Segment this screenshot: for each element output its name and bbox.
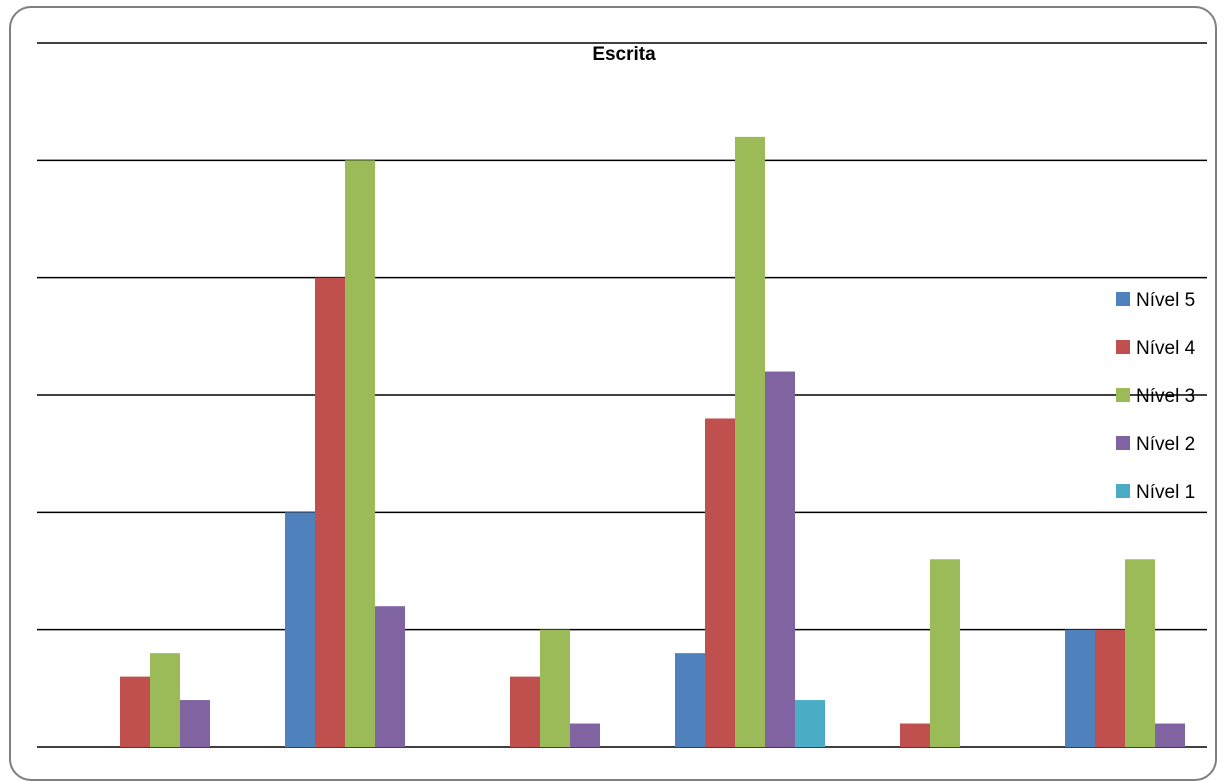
bar-6-series-3: [1125, 559, 1155, 747]
bar-1-series-4: [180, 700, 210, 747]
bar-4-series-2: [705, 418, 735, 747]
legend-swatch-2: [1116, 340, 1130, 354]
legend-swatch-1: [1116, 292, 1130, 306]
legend-swatch-5: [1116, 484, 1130, 498]
legend-label-3: Nível 3: [1136, 386, 1195, 407]
legend-swatch-4: [1116, 436, 1130, 450]
bar-3-series-4: [570, 723, 600, 747]
legend-label-4: Nível 2: [1136, 434, 1195, 455]
legend-label-5: Nível 1: [1136, 482, 1195, 503]
bars: [120, 136, 1185, 748]
bar-4-series-4: [765, 371, 795, 747]
bar-2-series-3: [345, 160, 375, 748]
bar-5-series-3: [930, 559, 960, 747]
legend-swatch-3: [1116, 388, 1130, 402]
bar-2-series-2: [315, 277, 345, 747]
legend: Nível 5 Nível 4 Nível 3 Nível 2 Nível 1: [1116, 290, 1196, 503]
bar-6-series-2: [1095, 629, 1125, 747]
bar-2-series-4: [375, 606, 405, 747]
bar-1-series-3: [150, 653, 180, 747]
chart-title: Escrita: [592, 44, 656, 65]
bar-1-series-2: [120, 676, 150, 747]
bar-3-series-3: [540, 629, 570, 747]
legend-label-1: Nível 5: [1136, 290, 1195, 311]
legend-label-2: Nível 4: [1136, 338, 1196, 359]
bar-6-series-1: [1065, 629, 1095, 747]
bar-4-series-1: [675, 653, 705, 747]
bar-4-series-5: [795, 700, 825, 747]
bar-2-series-1: [285, 512, 315, 747]
bar-6-series-4: [1155, 723, 1185, 747]
bar-4-series-3: [735, 136, 765, 747]
gridlines: [37, 42, 1207, 748]
bar-3-series-2: [510, 676, 540, 747]
bar-5-series-2: [900, 723, 930, 747]
